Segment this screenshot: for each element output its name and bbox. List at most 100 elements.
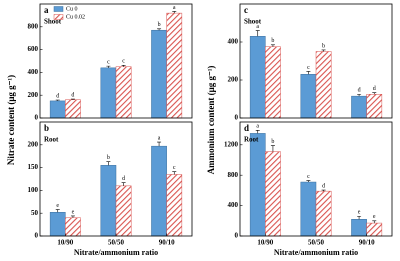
organ-label: Shoot [44, 18, 62, 26]
bar [366, 222, 383, 237]
error-bar [157, 28, 162, 31]
organ-label: Root [44, 136, 59, 144]
significance-letter: d [322, 183, 325, 189]
bar [300, 181, 317, 237]
x-tick-label: 50/50 [308, 239, 324, 247]
significance-letter: d [56, 93, 59, 99]
panel-letter: c [244, 5, 248, 15]
error-bar [357, 215, 362, 220]
y-tick-label: 100 [28, 186, 39, 194]
y-tick-label: 200 [28, 140, 39, 148]
significance-letter: a [173, 5, 176, 11]
legend-label: Cu 0.02 [66, 14, 85, 20]
y-tick-label: 0 [235, 114, 239, 122]
significance-letter: c [307, 174, 310, 180]
significance-letter: c [173, 165, 176, 171]
error-bar [121, 65, 126, 67]
y-tick-label: 200 [28, 91, 39, 99]
bar [315, 190, 332, 237]
significance-letter: d [122, 176, 125, 182]
error-bar [106, 161, 111, 166]
significance-letter: d [358, 88, 361, 94]
bar [366, 94, 383, 119]
y-tick-label: 0 [35, 114, 39, 122]
significance-letter: a [256, 24, 259, 30]
significance-letter: c [122, 59, 125, 65]
panel-letter: d [244, 123, 249, 133]
bar [166, 174, 183, 237]
bar [351, 95, 367, 119]
legend-swatch [53, 6, 64, 12]
x-tick-label: 10/90 [57, 239, 73, 247]
error-bar [255, 130, 260, 134]
x-tick-label: 90/10 [359, 239, 375, 247]
organ-label: Root [244, 136, 259, 144]
y-tick-label: 800 [28, 22, 39, 30]
error-bar [70, 215, 75, 218]
error-bar [321, 189, 326, 192]
y-tick-label: 50 [31, 209, 39, 217]
bar [65, 217, 81, 237]
significance-letter: b [271, 38, 274, 44]
bar [315, 51, 332, 119]
y-axis-label: Ammonium content (μg g⁻¹) [206, 66, 216, 175]
error-bar [157, 141, 162, 147]
error-bar [306, 180, 311, 183]
significance-letter: b [322, 43, 325, 49]
y-tick-label: 150 [28, 163, 39, 171]
significance-letter: d [71, 92, 74, 98]
significance-letter: e [358, 210, 361, 216]
panel-letter: b [44, 123, 49, 133]
error-bar [121, 182, 126, 186]
y-tick-label: 0 [35, 232, 39, 240]
y-tick-label: 0 [235, 232, 239, 240]
significance-letter: c [107, 60, 110, 66]
bar [100, 67, 117, 119]
bar [65, 99, 81, 119]
bar [351, 219, 367, 237]
bar [151, 145, 167, 237]
panel-letter: a [44, 5, 49, 15]
error-bar [172, 11, 177, 14]
error-bar [70, 98, 75, 100]
y-axis-label: Nitrate content (μg g⁻¹) [6, 75, 16, 165]
plot-frame [239, 3, 393, 119]
significance-letter: e [72, 209, 75, 215]
significance-letter: b [107, 155, 110, 161]
x-tick-label: 50/50 [108, 239, 124, 247]
bar [249, 133, 266, 237]
bar [100, 165, 117, 237]
significance-letter: a [256, 124, 259, 130]
legend-swatch [53, 14, 64, 20]
x-tick-label: 90/10 [159, 239, 175, 247]
error-bar [106, 65, 111, 68]
significance-letter: e [373, 214, 376, 220]
bar [265, 151, 281, 237]
error-bar [55, 209, 60, 213]
error-bar [372, 220, 377, 224]
significance-letter: c [307, 65, 310, 71]
error-bar [255, 30, 260, 37]
significance-letter: d [373, 86, 376, 92]
error-bar [270, 145, 275, 152]
y-tick-label: 200 [228, 76, 239, 84]
error-bar [372, 92, 377, 95]
bar [49, 212, 66, 237]
x-axis-label: Nitrate/ammonium ratio [274, 248, 358, 257]
y-tick-label: 400 [228, 201, 239, 209]
bar [115, 185, 132, 237]
y-tick-label: 800 [228, 171, 239, 179]
bar [115, 66, 132, 119]
plot-frame [39, 3, 193, 119]
x-axis-label: Nitrate/ammonium ratio [74, 248, 158, 257]
organ-label: Shoot [244, 18, 262, 26]
error-bar [306, 71, 311, 75]
plot-frame [39, 121, 193, 237]
bar [249, 36, 266, 119]
bar [151, 29, 167, 119]
bar [166, 12, 183, 119]
plot-frame [239, 121, 393, 237]
error-bar [357, 93, 362, 97]
